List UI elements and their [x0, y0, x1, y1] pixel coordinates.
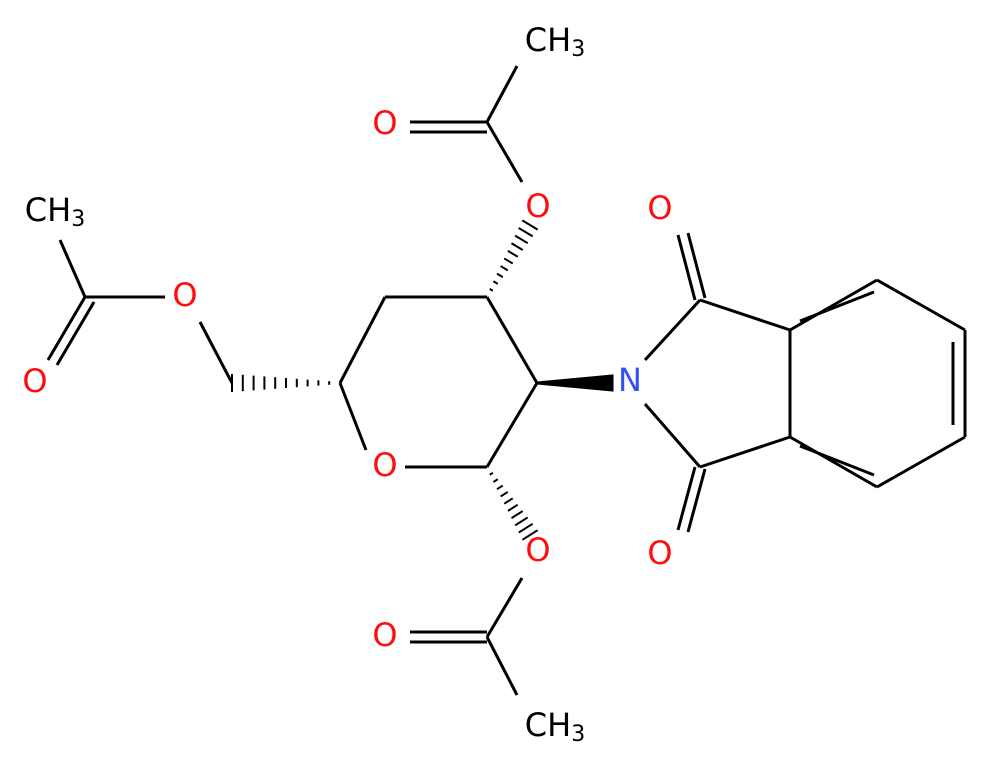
hash-line [514, 516, 529, 527]
atom-label: O [525, 531, 550, 569]
atom-symbol: O [372, 446, 397, 484]
hash-line [496, 272, 504, 279]
atom-subscript: 3 [71, 207, 85, 232]
atom-symbol: O [22, 362, 47, 400]
hash-line [489, 288, 494, 292]
atom-symbol: O [647, 534, 672, 572]
atom-subscript: 3 [571, 37, 585, 62]
hash-line [518, 227, 534, 238]
atom-label: O [172, 276, 197, 314]
hash-line [507, 249, 519, 258]
hash-line [492, 478, 499, 483]
atom-symbol: CH [525, 21, 571, 59]
hash-line [507, 503, 519, 512]
hash-line [496, 484, 504, 491]
atom-label: O [372, 616, 397, 654]
hash-line [500, 491, 509, 498]
atom-symbol: CH [25, 191, 71, 229]
atom-label: O [647, 534, 672, 572]
atom-label: O [525, 187, 550, 225]
hash-line [503, 497, 514, 505]
hash-line [518, 522, 534, 534]
atom-label: N [618, 361, 642, 399]
atom-symbol: O [372, 104, 397, 142]
atom-symbol: O [647, 189, 672, 227]
atom-label: O [372, 446, 397, 484]
atom-symbol: O [172, 276, 197, 314]
hash-line [521, 529, 539, 541]
atom-symbol: O [525, 187, 550, 225]
hash-line [489, 471, 494, 476]
atom-subscript: 3 [571, 722, 585, 747]
hash-line [492, 280, 499, 285]
atom-label: O [647, 189, 672, 227]
hash-line [500, 265, 509, 272]
atom-label: O [22, 362, 47, 400]
hash-line [510, 510, 524, 519]
hashed-wedges [231, 219, 539, 541]
atom-label: O [372, 104, 397, 142]
atom-label: CH3 [525, 706, 585, 747]
atom-symbol: N [618, 361, 642, 399]
atom-label: CH3 [525, 21, 585, 62]
hash-line [510, 242, 524, 251]
atom-symbol: O [372, 616, 397, 654]
hash-line [503, 257, 514, 265]
atom-symbol: CH [525, 706, 571, 744]
hash-line [521, 219, 539, 231]
atom-label: CH3 [25, 191, 85, 232]
atom-symbol: O [525, 531, 550, 569]
hash-line [514, 234, 529, 245]
bonds [46, 65, 967, 696]
